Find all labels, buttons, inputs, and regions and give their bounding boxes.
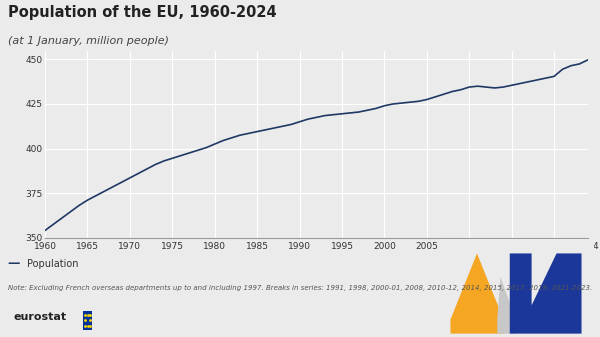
Polygon shape	[510, 253, 581, 334]
Text: (at 1 January, million people): (at 1 January, million people)	[8, 36, 169, 46]
Text: Note: Excluding French overseas departments up to and including 1997. Breaks in : Note: Excluding French overseas departme…	[8, 285, 592, 291]
Text: eurostat: eurostat	[13, 312, 67, 323]
Polygon shape	[497, 277, 516, 334]
Text: Population: Population	[27, 258, 79, 269]
Text: Population of the EU, 1960-2024: Population of the EU, 1960-2024	[8, 5, 277, 20]
Text: —: —	[8, 257, 20, 270]
Polygon shape	[451, 253, 503, 334]
